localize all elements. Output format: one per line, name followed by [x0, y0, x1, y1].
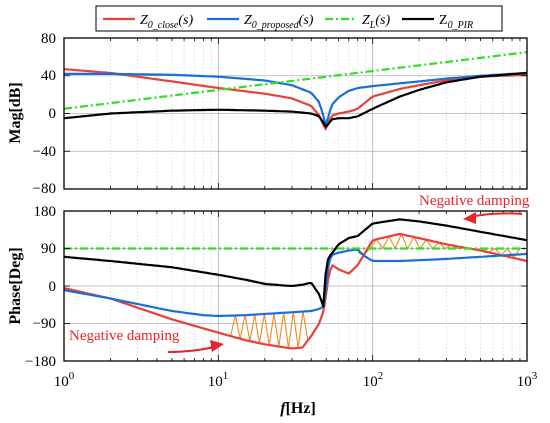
magnitude-ticks [63, 37, 527, 190]
series-line-3 [64, 218, 527, 308]
legend-entry-z0-pir: Z0_PIR [439, 13, 473, 31]
magnitude-curves [64, 51, 527, 131]
mag-ylabel: Mag[dB] [7, 82, 24, 143]
phase-ytick-label: 90 [41, 241, 56, 257]
annotation-text: Negative damping [419, 193, 530, 209]
mag-ytick-label: 80 [41, 31, 56, 47]
legend-entry-z0-proposed: Z0_proposed(s) [244, 13, 314, 31]
mag-ytick-label: 0 [49, 106, 57, 122]
series-line-1 [64, 248, 527, 318]
phase-ytick-label: −90 [33, 316, 56, 332]
phase-ytick-label: −180 [25, 354, 56, 370]
annotation-negative-damping-low: Negative damping [69, 328, 224, 353]
phase-ytick-label: 0 [49, 279, 57, 295]
phase-ylabel: Phase[Deg] [7, 247, 24, 324]
arrowhead [463, 212, 476, 224]
phase-grid [64, 211, 527, 361]
xtick-label: 100 [54, 370, 75, 390]
phase-curves [64, 218, 527, 350]
series-line-0 [64, 68, 527, 131]
xtick-label: 102 [363, 370, 384, 390]
legend-entry-zl: ZL(s) [362, 13, 390, 31]
series-line-3 [64, 71, 527, 128]
phase-ticks [63, 210, 527, 362]
mag-ytick-label: −40 [33, 144, 56, 160]
series-line-1 [64, 71, 527, 127]
mag-ytick-label: 40 [41, 68, 56, 84]
legend-entry-z0-close: Z0_close(s) [140, 13, 193, 31]
xtick-label: 103 [517, 370, 538, 390]
arrowhead [210, 340, 224, 352]
mag-ytick-label: −80 [33, 181, 56, 197]
series-line-2 [64, 51, 527, 110]
series-line-0 [64, 232, 527, 350]
xtick-label: 101 [208, 370, 229, 390]
legend: Z0_close(s) Z0_proposed(s) ZL(s) Z0_PIR [95, 5, 503, 32]
annotation-text: Negative damping [69, 328, 180, 344]
x-axis-label: f[Hz] [280, 400, 316, 417]
annotation-negative-damping-high: Negative damping [419, 193, 530, 224]
phase-ytick-label: 180 [34, 204, 57, 220]
legend-box [95, 5, 503, 32]
